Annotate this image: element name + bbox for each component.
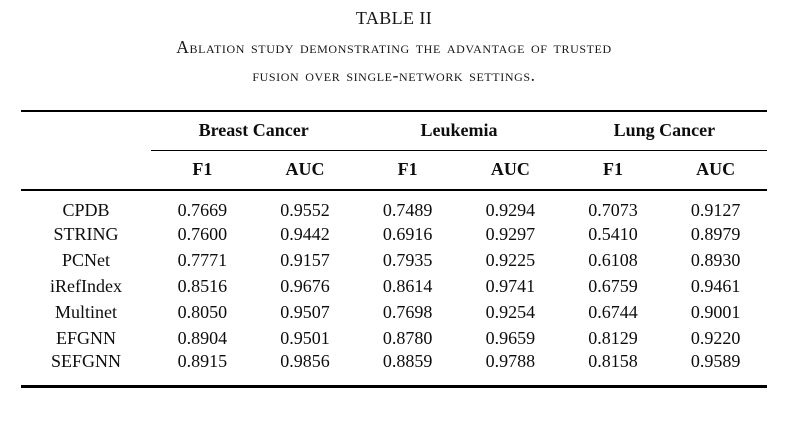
metric-value: 0.9294 (485, 200, 536, 220)
table-row-cpdb: CPDB 0.7669 0.9552 0.7489 0.9294 0.7073 … (21, 190, 767, 221)
metric-header-f1: F1 (356, 150, 459, 191)
row-label: CPDB (62, 200, 110, 220)
metric-value: 0.9741 (485, 275, 536, 296)
metric-value: 0.9442 (280, 223, 330, 244)
metric-header-row: F1 AUC F1 AUC F1 AUC (21, 150, 767, 191)
metric-value: 0.8930 (690, 249, 741, 270)
metric-value: 0.9659 (485, 327, 536, 348)
metric-value: 0.9297 (485, 223, 536, 244)
row-label: PCNet (62, 249, 111, 270)
metric-value: 0.9507 (280, 301, 330, 322)
metric-value: 0.8859 (382, 351, 433, 371)
metric-value: 0.9157 (280, 249, 330, 270)
metric-value: 0.9001 (690, 301, 741, 322)
metric-header-auc: AUC (253, 150, 357, 191)
metric-value: 0.6108 (588, 249, 638, 270)
table-row-efgnn: EFGNN 0.8904 0.9501 0.8780 0.9659 0.8129… (21, 325, 767, 351)
metric-value: 0.7669 (177, 200, 228, 220)
caption-line-1: Ablation study demonstrating the advanta… (176, 37, 612, 57)
row-label: STRING (53, 223, 119, 244)
metric-value: 0.7073 (588, 200, 638, 220)
metric-value: 0.8158 (588, 351, 638, 371)
metric-value: 0.9552 (280, 200, 330, 220)
metric-value: 0.8780 (382, 327, 433, 348)
metric-value: 0.7771 (177, 249, 228, 270)
metric-value: 0.9225 (485, 249, 536, 270)
metric-header-auc: AUC (664, 150, 767, 191)
table-caption: Ablation study demonstrating the advanta… (0, 33, 788, 89)
metric-value: 0.9127 (690, 200, 741, 220)
group-header-breast-cancer: Breast Cancer (151, 111, 357, 151)
metric-value: 0.9254 (485, 301, 536, 322)
metric-value: 0.6744 (588, 301, 638, 322)
table-row-pcnet: PCNet 0.7771 0.9157 0.7935 0.9225 0.6108… (21, 247, 767, 273)
metric-value: 0.8979 (690, 223, 741, 244)
metric-value: 0.9220 (690, 327, 741, 348)
metric-value: 0.9856 (280, 351, 330, 371)
group-header-lung-cancer: Lung Cancer (561, 111, 767, 151)
metric-value: 0.6759 (588, 275, 638, 296)
metric-value: 0.8904 (177, 327, 228, 348)
table-row-string: STRING 0.7600 0.9442 0.6916 0.9297 0.541… (21, 221, 767, 247)
metric-value: 0.8129 (588, 327, 638, 348)
caption-line-2: fusion over single-network settings. (252, 65, 536, 85)
table-row-irefindex: iRefIndex 0.8516 0.9676 0.8614 0.9741 0.… (21, 273, 767, 299)
metric-header-f1: F1 (151, 150, 254, 191)
row-label: iRefIndex (50, 275, 123, 296)
metric-value: 0.9589 (690, 351, 741, 371)
table-caption-block: TABLE II Ablation study demonstrating th… (0, 6, 788, 89)
table-number: TABLE II (355, 8, 433, 28)
row-label: Multinet (55, 301, 118, 322)
row-label: SEFGNN (51, 351, 122, 371)
metric-value: 0.7600 (177, 223, 228, 244)
ablation-results-table: Breast Cancer Leukemia Lung Cancer F1 AU… (21, 110, 767, 388)
metric-value: 0.9461 (690, 275, 741, 296)
table-row-multinet: Multinet 0.8050 0.9507 0.7698 0.9254 0.6… (21, 299, 767, 325)
corner-cell (21, 111, 151, 150)
metric-value: 0.9788 (485, 351, 536, 371)
metric-value: 0.7698 (382, 301, 433, 322)
metric-header-auc: AUC (459, 150, 562, 191)
metric-value: 0.8614 (382, 275, 433, 296)
metric-header-f1: F1 (561, 150, 665, 191)
metric-value: 0.8050 (177, 301, 228, 322)
group-header-row: Breast Cancer Leukemia Lung Cancer (21, 111, 767, 151)
row-label: EFGNN (56, 327, 117, 348)
corner-cell (21, 150, 152, 191)
table-row-sefgnn: SEFGNN 0.8915 0.9856 0.8859 0.9788 0.815… (21, 351, 767, 387)
metric-value: 0.5410 (588, 223, 638, 244)
metric-value: 0.8516 (177, 275, 228, 296)
metric-value: 0.6916 (382, 223, 433, 244)
group-header-leukemia: Leukemia (356, 111, 562, 151)
metric-value: 0.7489 (382, 200, 433, 220)
metric-value: 0.8915 (177, 351, 228, 371)
metric-value: 0.9501 (280, 327, 330, 348)
metric-value: 0.9676 (280, 275, 330, 296)
metric-value: 0.7935 (382, 249, 433, 270)
